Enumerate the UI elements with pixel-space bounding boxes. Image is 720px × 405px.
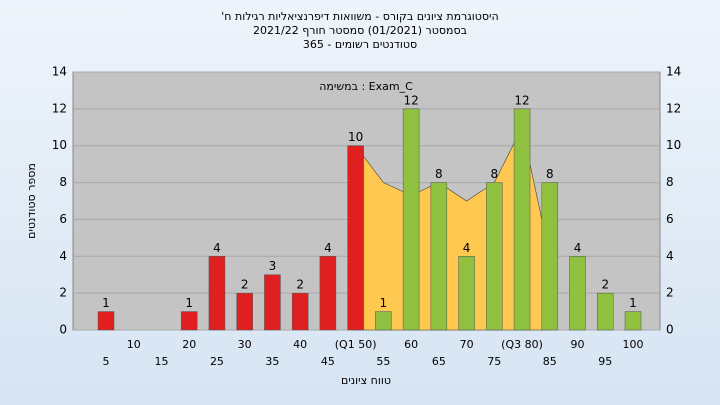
data-label: 8	[546, 167, 554, 181]
y-tick-label: 6	[59, 212, 67, 226]
data-label: 1	[185, 296, 193, 310]
x-tick-label: 20	[182, 338, 196, 351]
bar	[597, 292, 614, 331]
x-tick-label: 5	[103, 355, 110, 368]
x-tick-label: 55	[376, 355, 390, 368]
x-tick-label: 90	[571, 338, 585, 351]
data-label: 10	[348, 130, 363, 144]
bar	[236, 292, 253, 331]
data-label: 2	[296, 278, 304, 292]
x-tick-label: 30	[238, 338, 252, 351]
y-tick-label: 0	[59, 323, 67, 337]
x-axis-label: טווח ציונים	[341, 374, 391, 387]
y2-tick-label: 4	[666, 249, 674, 263]
x-tick-label: 95	[598, 355, 612, 368]
bar	[402, 108, 420, 331]
data-label: 4	[574, 241, 582, 255]
bar	[97, 311, 115, 331]
y-tick-label: 12	[52, 101, 67, 115]
data-label: 1	[380, 296, 388, 310]
bar	[347, 145, 364, 331]
data-label: 2	[601, 278, 609, 292]
y2-tick-label: 0	[666, 323, 674, 337]
y-tick-label: 4	[59, 249, 67, 263]
bar	[541, 182, 559, 331]
y-tick-label: 14	[52, 65, 67, 79]
x-tick-label: (Q3 80)	[501, 338, 543, 351]
y2-tick-label: 12	[666, 101, 681, 115]
x-tick-label: 10	[127, 338, 141, 351]
data-label: 8	[490, 167, 498, 181]
x-tick-label: 35	[265, 355, 279, 368]
y2-tick-label: 6	[666, 212, 674, 226]
y2-tick-label: 8	[666, 175, 674, 189]
data-label: 2	[241, 278, 249, 292]
y-axis-label: מספר סטודנטים	[25, 163, 38, 239]
bar	[208, 256, 226, 331]
bar	[291, 292, 309, 331]
bar	[264, 274, 281, 331]
x-tick-label: 40	[293, 338, 307, 351]
bar	[375, 311, 392, 331]
x-tick-label: 65	[432, 355, 446, 368]
y-tick-label: 10	[52, 138, 67, 152]
x-tick-label: 75	[487, 355, 501, 368]
bar	[319, 256, 337, 331]
bar	[458, 256, 475, 331]
bar	[513, 108, 531, 331]
bar	[624, 311, 642, 331]
bar	[180, 311, 198, 331]
x-tick-label: (Q1 50)	[335, 338, 377, 351]
y2-tick-label: 10	[666, 138, 681, 152]
data-label: 1	[629, 296, 637, 310]
data-label: 4	[213, 241, 221, 255]
bar	[430, 182, 448, 331]
chart-subtitle: בסמסטר (01/2021) סמסטר חורף 2021/22	[253, 24, 467, 37]
data-label: 12	[403, 93, 418, 107]
x-tick-label: 25	[210, 355, 224, 368]
chart-subtitle: סטודנטים רשומים - 365	[303, 38, 417, 51]
data-label: 4	[463, 241, 471, 255]
data-label: 12	[514, 93, 529, 107]
x-tick-label: 45	[321, 355, 335, 368]
bar	[569, 256, 586, 331]
x-tick-label: 60	[404, 338, 418, 351]
x-tick-label: 70	[460, 338, 474, 351]
y-tick-label: 8	[59, 175, 67, 189]
x-tick-label: 100	[623, 338, 644, 351]
y2-tick-label: 14	[666, 65, 681, 79]
bar	[486, 182, 503, 331]
x-tick-label: 85	[543, 355, 557, 368]
chart-title: היסטוגרמת ציונים בקורס - משוואות דיפרנצי…	[221, 10, 498, 23]
x-tick-label: 15	[154, 355, 168, 368]
data-label: 1	[102, 296, 110, 310]
y-tick-label: 2	[59, 286, 67, 300]
annotation: Exam_C : במשימה	[319, 80, 413, 93]
y2-tick-label: 2	[666, 286, 674, 300]
data-label: 8	[435, 167, 443, 181]
data-label: 4	[324, 241, 332, 255]
data-label: 3	[269, 259, 277, 273]
